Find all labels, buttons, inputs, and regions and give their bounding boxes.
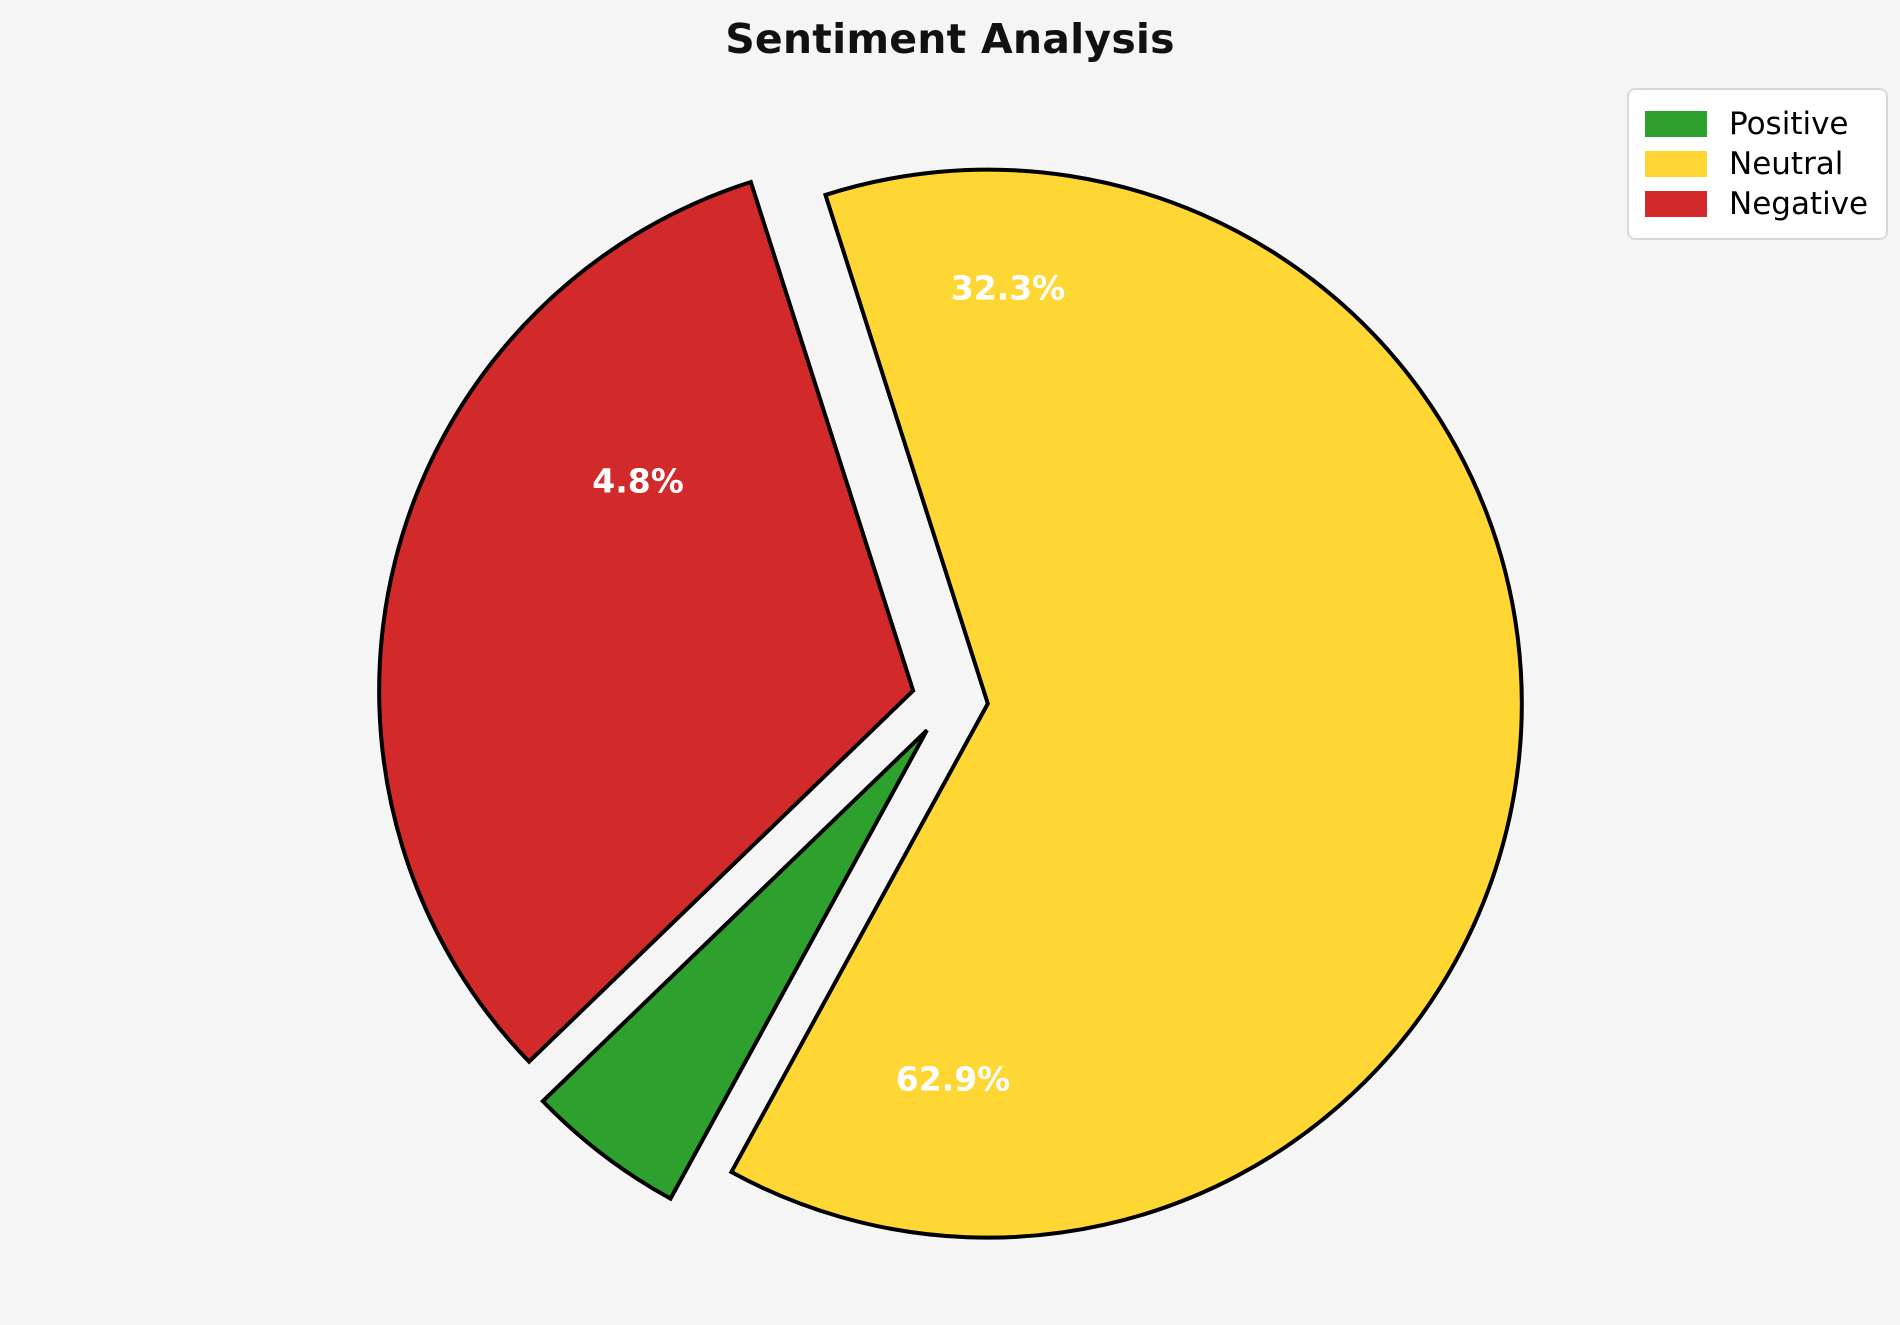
pie-slice-positive[interactable] (539, 728, 929, 1202)
pie-slice-label-negative: 32.3% (951, 269, 1066, 308)
legend-item-negative[interactable]: Negative (1645, 184, 1868, 224)
pie-slice-label-neutral: 62.9% (896, 1060, 1011, 1099)
legend-swatch-negative (1645, 191, 1707, 217)
legend: Positive Neutral Negative (1627, 88, 1889, 240)
pie-slice-label-positive: 4.8% (592, 462, 684, 501)
legend-item-neutral[interactable]: Neutral (1645, 144, 1868, 184)
legend-label-positive: Positive (1729, 105, 1849, 142)
legend-item-positive[interactable]: Positive (1645, 104, 1868, 144)
legend-swatch-positive (1645, 111, 1707, 137)
pie-wedges-group (377, 167, 1524, 1240)
pie-slice-negative[interactable] (377, 179, 916, 1065)
legend-swatch-neutral (1645, 151, 1707, 177)
legend-label-negative: Negative (1729, 185, 1869, 222)
pie-slice-neutral[interactable] (728, 167, 1524, 1240)
pie-labels-group: 4.8% 62.9% 32.3% (592, 269, 1065, 1099)
legend-label-neutral: Neutral (1729, 145, 1844, 182)
